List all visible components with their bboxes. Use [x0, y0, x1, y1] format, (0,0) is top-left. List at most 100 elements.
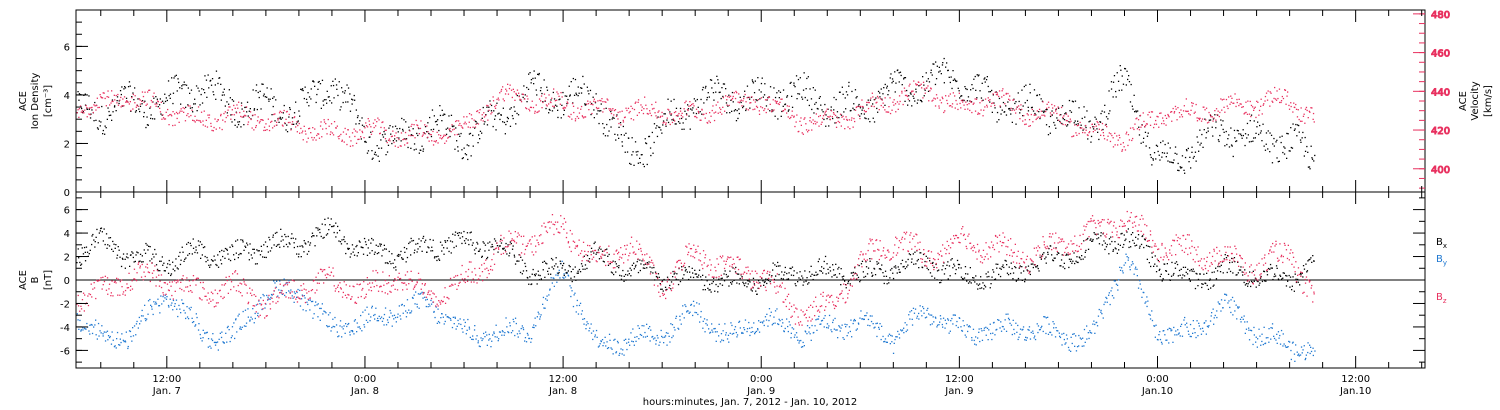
- data-point: [1026, 113, 1028, 115]
- data-point: [400, 304, 403, 306]
- data-point: [309, 299, 311, 301]
- data-point: [1282, 151, 1284, 154]
- data-point: [1155, 324, 1157, 326]
- data-point: [570, 287, 572, 289]
- data-point: [213, 94, 215, 96]
- data-point: [886, 85, 888, 87]
- data-point: [473, 119, 475, 121]
- data-point: [1145, 145, 1147, 147]
- data-point: [522, 96, 524, 98]
- data-point: [1293, 353, 1296, 355]
- data-point: [1010, 107, 1012, 109]
- data-point: [782, 105, 784, 107]
- data-point: [428, 132, 430, 135]
- data-point: [771, 109, 773, 111]
- data-point: [551, 282, 553, 284]
- data-point: [239, 111, 241, 114]
- data-point: [211, 129, 213, 132]
- data-point: [730, 99, 732, 101]
- data-point: [247, 123, 249, 126]
- data-point: [758, 89, 760, 91]
- data-point: [1192, 332, 1194, 334]
- data-point: [291, 233, 293, 235]
- data-point: [192, 238, 194, 240]
- data-point: [513, 256, 516, 258]
- data-point: [1152, 159, 1154, 161]
- data-point: [840, 125, 842, 127]
- data-point: [1155, 119, 1157, 122]
- data-point: [1010, 324, 1013, 326]
- data-point: [100, 227, 103, 229]
- data-point: [637, 101, 639, 103]
- data-point: [343, 238, 345, 241]
- data-point: [1241, 106, 1243, 108]
- data-point: [89, 333, 91, 335]
- data-point: [1242, 129, 1244, 131]
- data-point: [829, 115, 831, 117]
- data-point: [157, 101, 159, 103]
- data-point: [1040, 110, 1042, 112]
- data-point: [675, 315, 678, 317]
- data-point: [108, 114, 110, 117]
- data-point: [233, 104, 235, 107]
- data-point: [1231, 296, 1234, 299]
- data-point: [656, 125, 658, 127]
- data-point: [1263, 145, 1265, 147]
- data-point: [244, 245, 246, 247]
- data-point: [322, 128, 324, 130]
- data-point: [1027, 328, 1029, 331]
- data-point: [477, 342, 479, 344]
- data-point: [567, 275, 570, 277]
- data-point: [639, 259, 641, 261]
- data-point: [435, 256, 438, 258]
- data-point: [359, 129, 361, 131]
- data-point: [285, 118, 287, 120]
- data-point: [888, 106, 890, 108]
- data-point: [196, 252, 199, 254]
- data-point: [124, 258, 126, 260]
- data-point: [581, 310, 583, 312]
- data-point: [1185, 98, 1187, 100]
- data-point: [700, 316, 702, 318]
- data-point: [1104, 104, 1106, 106]
- data-point: [820, 320, 823, 322]
- data-point: [556, 105, 558, 107]
- data-point: [169, 114, 171, 116]
- data-point: [151, 101, 153, 103]
- data-point: [750, 102, 752, 104]
- data-point: [124, 86, 126, 88]
- data-point: [98, 120, 100, 122]
- data-point: [1183, 105, 1185, 107]
- data-point: [207, 259, 209, 261]
- data-point: [179, 251, 181, 254]
- data-point: [502, 86, 504, 88]
- data-point: [615, 351, 618, 353]
- data-point: [1064, 124, 1067, 126]
- data-point: [191, 321, 194, 324]
- data-point: [784, 327, 786, 330]
- data-point: [976, 74, 978, 76]
- data-point: [1166, 152, 1168, 154]
- data-point: [549, 109, 551, 111]
- data-point: [262, 95, 265, 97]
- data-point: [451, 326, 454, 329]
- data-point: [855, 97, 857, 99]
- data-point: [296, 121, 298, 123]
- data-point: [927, 90, 930, 92]
- data-point: [608, 108, 610, 110]
- data-point: [433, 311, 435, 313]
- data-point: [550, 101, 552, 104]
- data-point: [419, 127, 422, 130]
- data-point: [460, 323, 462, 326]
- data-point: [550, 273, 552, 275]
- data-point: [553, 265, 556, 267]
- data-point: [240, 104, 243, 107]
- data-point: [461, 236, 464, 238]
- data-point: [709, 289, 711, 291]
- data-point: [971, 111, 973, 114]
- data-point: [133, 261, 135, 263]
- data-point: [187, 254, 189, 256]
- data-point: [692, 314, 694, 317]
- data-point: [1051, 334, 1053, 336]
- data-point: [1159, 331, 1161, 333]
